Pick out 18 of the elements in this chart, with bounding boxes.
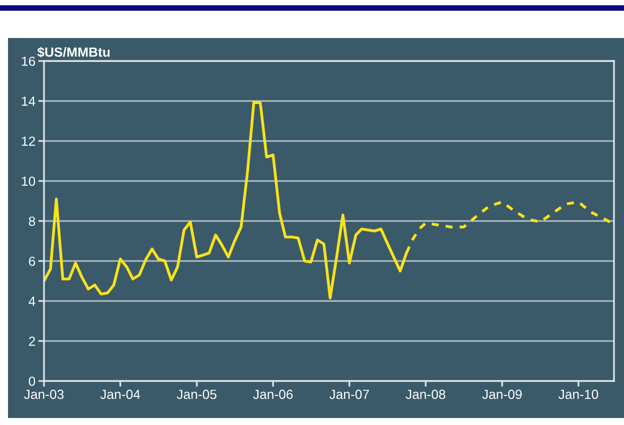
y-tick-label: 14 [22,96,36,106]
y-tick-label: 8 [28,216,36,226]
x-tick-label: Jan-10 [558,390,598,400]
y-tick-label: 4 [28,296,36,306]
x-tick-label: Jan-07 [329,390,369,400]
y-axis-title: $US/MMBtu [37,46,110,58]
x-tick-label: Jan-08 [406,390,446,400]
y-tick-label: 0 [28,376,36,386]
x-tick-label: Jan-05 [176,390,216,400]
y-tick-label: 12 [22,136,36,146]
x-tick-label: Jan-06 [253,390,293,400]
y-tick-label: 16 [22,56,36,66]
x-tick-label: Jan-04 [100,390,140,400]
x-tick-label: Jan-09 [482,390,522,400]
y-tick-label: 10 [22,176,36,186]
y-tick-label: 2 [28,336,36,346]
y-tick-label: 6 [29,256,36,266]
x-tick-label: Jan-03 [24,390,64,400]
